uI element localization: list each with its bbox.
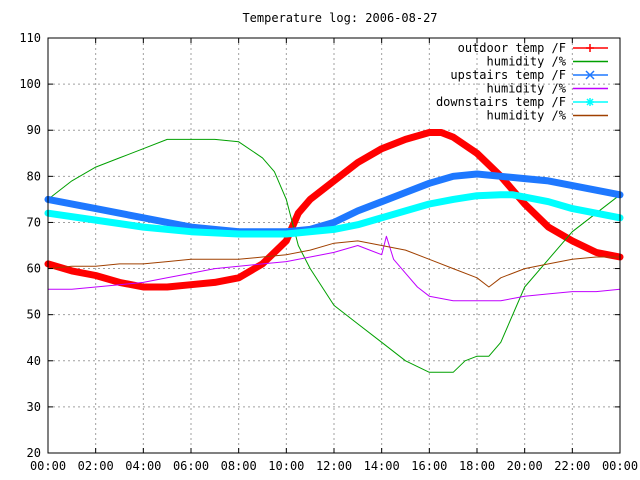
y-tick-label: 20 <box>27 446 41 460</box>
x-tick-label: 00:00 <box>602 459 638 473</box>
x-tick-label: 12:00 <box>316 459 352 473</box>
legend-marker-plus <box>586 44 594 52</box>
legend-marker-cross <box>585 70 595 80</box>
series-line-4 <box>47 235 621 302</box>
series-line-3 <box>44 170 624 236</box>
legend-label-3: upstairs temp /F <box>450 68 566 82</box>
legend-label-2: humidity /% <box>487 55 567 69</box>
legend-label-6: humidity /% <box>487 109 567 123</box>
y-tick-label: 30 <box>27 400 41 414</box>
legend-label-4: humidity /% <box>487 82 567 96</box>
x-tick-label: 14:00 <box>364 459 400 473</box>
y-tick-label: 100 <box>19 77 41 91</box>
legend-label-5: downstairs temp /F <box>436 95 566 109</box>
x-tick-label: 20:00 <box>507 459 543 473</box>
y-tick-label: 80 <box>27 169 41 183</box>
x-tick-label: 04:00 <box>125 459 161 473</box>
axes: 20 30 40 50 60 70 80 90 100 110 00:00 02:00 04:00 06:… <box>19 31 638 473</box>
series-line-6 <box>47 240 621 288</box>
legend-marker-star <box>586 98 594 106</box>
x-tick-label: 08:00 <box>221 459 257 473</box>
x-tick-label: 10:00 <box>268 459 304 473</box>
chart-title: Temperature log: 2006-08-27 <box>242 11 437 25</box>
x-tick-label: 22:00 <box>554 459 590 473</box>
y-tick-label: 70 <box>27 215 41 229</box>
x-tick-label: 02:00 <box>78 459 114 473</box>
x-tick-label: 16:00 <box>411 459 447 473</box>
y-tick-label: 40 <box>27 354 41 368</box>
series-line-2 <box>47 138 621 373</box>
y-tick-label: 60 <box>27 262 41 276</box>
plot-series <box>44 129 624 373</box>
x-tick-label: 00:00 <box>30 459 66 473</box>
y-tick-label: 110 <box>19 31 41 45</box>
x-tick-label: 18:00 <box>459 459 495 473</box>
y-tick-label: 90 <box>27 123 41 137</box>
x-tick-label: 06:00 <box>173 459 209 473</box>
legend-label-1: outdoor temp /F <box>458 41 566 55</box>
y-tick-label: 50 <box>27 308 41 322</box>
series-line-5 <box>44 191 624 238</box>
